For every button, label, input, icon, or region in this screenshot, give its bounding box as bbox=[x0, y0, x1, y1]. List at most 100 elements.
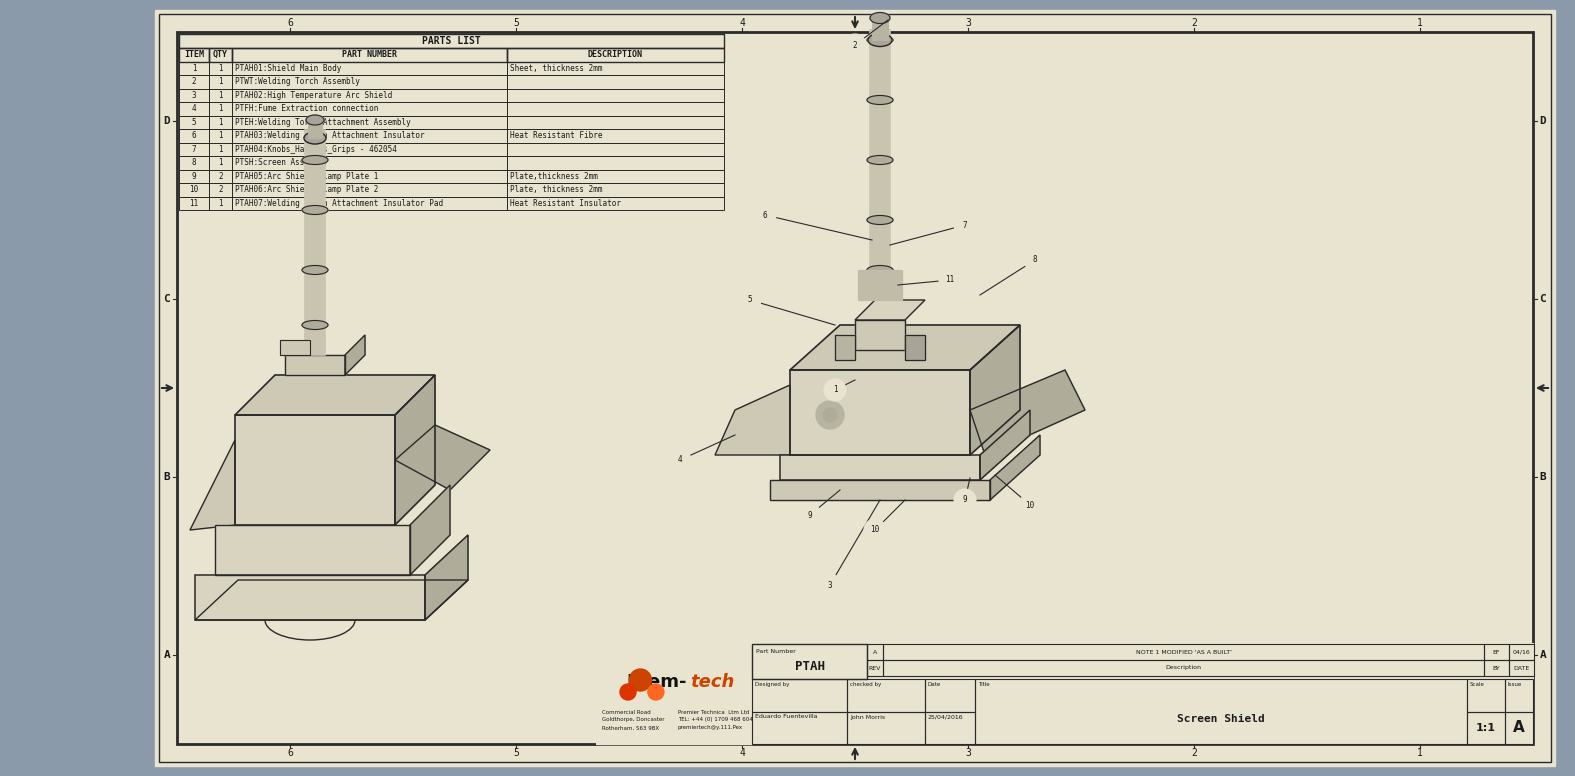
Text: Premier Technica  Ltm Ltd: Premier Technica Ltm Ltd bbox=[677, 709, 748, 715]
Polygon shape bbox=[980, 410, 1030, 480]
Polygon shape bbox=[425, 535, 468, 620]
Polygon shape bbox=[906, 335, 925, 360]
Text: 1: 1 bbox=[219, 64, 222, 73]
Bar bbox=[209, 48, 232, 61]
Bar bbox=[209, 143, 232, 156]
Circle shape bbox=[816, 401, 844, 429]
Polygon shape bbox=[991, 435, 1040, 500]
Bar bbox=[154, 10, 1555, 766]
Text: tech: tech bbox=[690, 673, 734, 691]
Bar bbox=[866, 660, 884, 676]
Text: Screen Shield: Screen Shield bbox=[1177, 714, 1265, 724]
Text: Eduardo Fuentevilla: Eduardo Fuentevilla bbox=[754, 715, 817, 719]
Text: EF: EF bbox=[1493, 650, 1501, 654]
Bar bbox=[869, 30, 890, 300]
Text: Designed by: Designed by bbox=[754, 682, 789, 687]
Bar bbox=[1506, 712, 1532, 744]
Bar bbox=[232, 156, 507, 169]
Text: Prem-: Prem- bbox=[627, 673, 687, 691]
Ellipse shape bbox=[866, 36, 893, 44]
Text: 7: 7 bbox=[962, 220, 967, 230]
Circle shape bbox=[954, 489, 976, 511]
Text: 1: 1 bbox=[1418, 18, 1422, 28]
Text: 10: 10 bbox=[1025, 501, 1035, 510]
Bar bbox=[209, 88, 232, 102]
Ellipse shape bbox=[866, 216, 893, 224]
Polygon shape bbox=[780, 455, 980, 480]
Bar bbox=[309, 120, 321, 138]
Text: 2: 2 bbox=[192, 78, 197, 86]
Text: Heat Resistant Fibre: Heat Resistant Fibre bbox=[510, 131, 603, 140]
Text: 5: 5 bbox=[192, 118, 197, 126]
Text: 2: 2 bbox=[219, 185, 222, 194]
Text: 4: 4 bbox=[739, 18, 745, 28]
Text: 1: 1 bbox=[833, 386, 838, 394]
Polygon shape bbox=[410, 485, 450, 575]
Circle shape bbox=[1019, 494, 1041, 516]
Bar bbox=[180, 75, 209, 88]
Text: Plate,thickness 2mm: Plate,thickness 2mm bbox=[510, 171, 598, 181]
Polygon shape bbox=[770, 480, 991, 500]
Ellipse shape bbox=[302, 265, 328, 275]
Bar bbox=[1484, 644, 1509, 660]
Bar bbox=[925, 679, 975, 712]
Text: C: C bbox=[164, 294, 170, 304]
Text: 2: 2 bbox=[219, 171, 222, 181]
Circle shape bbox=[754, 204, 776, 226]
Circle shape bbox=[865, 519, 887, 541]
Bar bbox=[209, 156, 232, 169]
Text: PTAH01:Shield Main Body: PTAH01:Shield Main Body bbox=[235, 64, 342, 73]
Bar bbox=[925, 712, 975, 744]
Bar bbox=[847, 679, 925, 712]
Ellipse shape bbox=[866, 265, 893, 275]
Polygon shape bbox=[855, 300, 925, 320]
Bar bbox=[751, 712, 847, 744]
Text: ITEM: ITEM bbox=[184, 50, 205, 59]
Text: DATE: DATE bbox=[1514, 666, 1529, 670]
Text: 25/04/2016: 25/04/2016 bbox=[928, 715, 964, 719]
Bar bbox=[209, 75, 232, 88]
Text: 9: 9 bbox=[808, 511, 813, 519]
Text: A: A bbox=[873, 650, 877, 654]
Bar bbox=[180, 61, 209, 75]
Text: 1: 1 bbox=[219, 91, 222, 100]
Text: 3: 3 bbox=[965, 748, 970, 758]
Text: Description: Description bbox=[1166, 666, 1202, 670]
Text: Sheet, thickness 2mm: Sheet, thickness 2mm bbox=[510, 64, 603, 73]
Circle shape bbox=[819, 574, 841, 596]
Bar bbox=[597, 644, 751, 744]
Text: PART NUMBER: PART NUMBER bbox=[342, 50, 397, 59]
Bar bbox=[306, 130, 324, 355]
Bar bbox=[209, 116, 232, 129]
Text: 1: 1 bbox=[219, 145, 222, 154]
Text: 2: 2 bbox=[852, 40, 857, 50]
Text: PTEH:Welding Torch Attachment Assembly: PTEH:Welding Torch Attachment Assembly bbox=[235, 118, 411, 126]
Text: PTFH:Fume Extraction connection: PTFH:Fume Extraction connection bbox=[235, 104, 378, 113]
Polygon shape bbox=[855, 320, 906, 350]
Bar bbox=[159, 14, 1551, 762]
Polygon shape bbox=[715, 385, 791, 455]
Bar bbox=[180, 143, 209, 156]
Text: Commercial Road: Commercial Road bbox=[602, 709, 650, 715]
Text: Rotherham, S63 9BX: Rotherham, S63 9BX bbox=[602, 726, 658, 730]
Text: 11: 11 bbox=[945, 275, 954, 285]
Ellipse shape bbox=[306, 115, 324, 125]
Text: 8: 8 bbox=[192, 158, 197, 168]
Ellipse shape bbox=[866, 155, 893, 165]
Ellipse shape bbox=[866, 95, 893, 105]
Bar bbox=[507, 156, 724, 169]
Text: PTAH03:Welding Torch Attachment Insulator: PTAH03:Welding Torch Attachment Insulato… bbox=[235, 131, 425, 140]
Text: 1: 1 bbox=[219, 78, 222, 86]
Text: 1: 1 bbox=[219, 118, 222, 126]
Text: 6: 6 bbox=[192, 131, 197, 140]
Bar bbox=[209, 61, 232, 75]
Bar bbox=[507, 169, 724, 183]
Polygon shape bbox=[345, 335, 365, 375]
Bar bbox=[232, 143, 507, 156]
Polygon shape bbox=[191, 440, 235, 530]
Text: D: D bbox=[164, 116, 170, 126]
Text: 10: 10 bbox=[871, 525, 879, 535]
Text: B: B bbox=[1540, 472, 1547, 482]
Bar bbox=[873, 18, 888, 40]
Bar bbox=[975, 679, 1466, 744]
